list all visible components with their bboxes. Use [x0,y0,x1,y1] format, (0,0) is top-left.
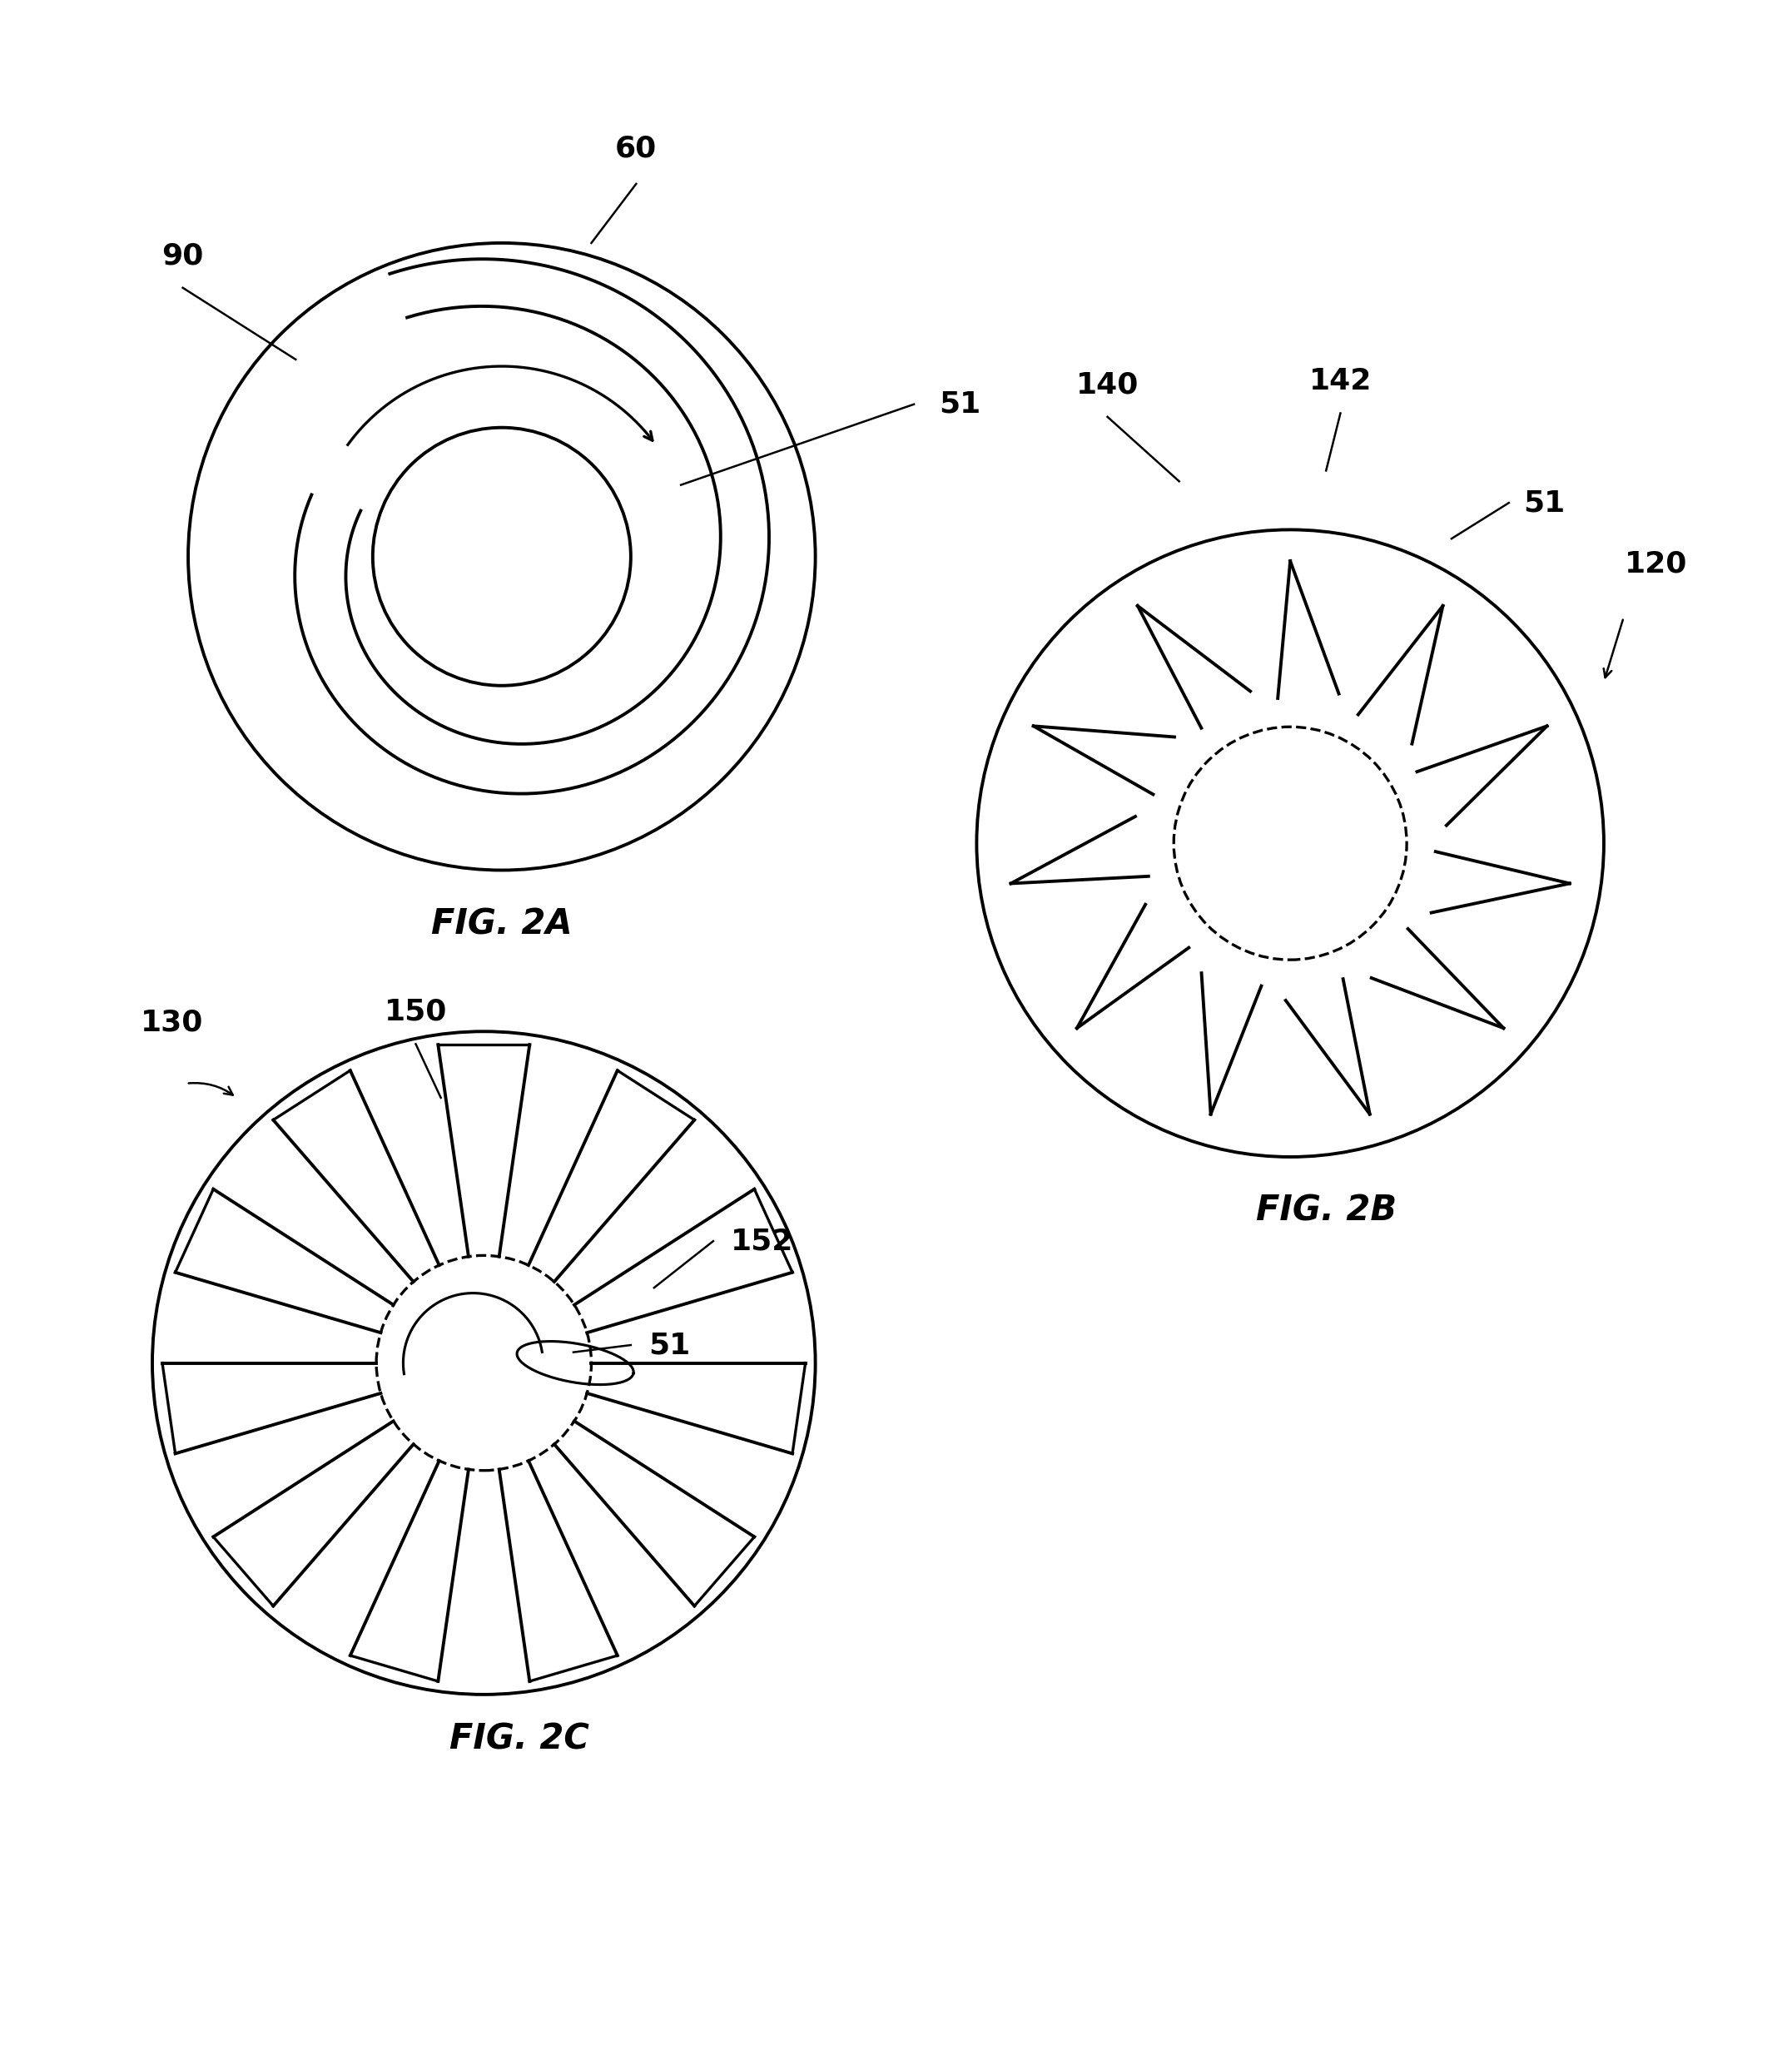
Text: 130: 130 [140,1008,204,1037]
Text: 120: 120 [1624,550,1688,579]
Text: 51: 51 [649,1331,690,1360]
Text: 60: 60 [615,135,658,162]
Text: 90: 90 [161,241,204,270]
Text: 140: 140 [1075,370,1140,399]
Text: 150: 150 [383,998,448,1027]
Text: FIG. 2B: FIG. 2B [1256,1192,1396,1229]
Text: 142: 142 [1308,366,1373,395]
Text: FIG. 2C: FIG. 2C [450,1722,590,1757]
Text: 51: 51 [939,391,980,419]
Text: FIG. 2A: FIG. 2A [432,906,572,941]
Text: 152: 152 [731,1227,794,1256]
Text: 51: 51 [1523,489,1564,517]
